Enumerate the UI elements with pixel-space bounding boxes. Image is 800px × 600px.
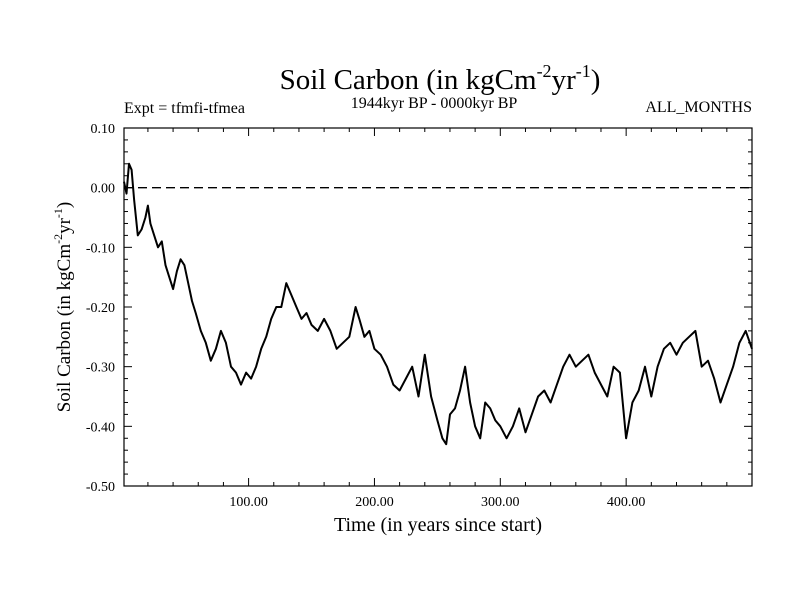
title-sup-1: -2 <box>537 61 552 81</box>
series-line-0 <box>123 162 753 446</box>
subtitle: 1944kyr BP - 0000kyr BP <box>351 95 518 112</box>
svg-text:Soil Carbon (in kgCm-2yr-1): Soil Carbon (in kgCm-2yr-1) <box>280 61 601 96</box>
period-label: ALL_MONTHS <box>645 99 752 116</box>
x-axis-label: Time (in years since start) <box>334 514 542 536</box>
ylabel-sup-2: -1 <box>51 208 65 218</box>
y-tick-labels: -0.50 -0.40 -0.30 -0.20 -0.10 0.00 0.10 <box>86 122 115 495</box>
y-tick-label-0: -0.50 <box>86 480 115 495</box>
x-tick-label-2: 300.00 <box>481 495 520 510</box>
title-mid: yr <box>552 64 577 96</box>
axis-ticks <box>124 127 752 487</box>
title-end: ) <box>591 64 601 96</box>
svg-text:Soil Carbon (in kgCm-2yr-1): Soil Carbon (in kgCm-2yr-1) <box>51 202 75 413</box>
ylabel-mid: yr <box>54 217 75 234</box>
y-tick-label-2: -0.30 <box>86 361 115 376</box>
x-tick-label-0: 100.00 <box>229 495 268 510</box>
x-tick-labels: 100.00 200.00 300.00 400.00 <box>229 495 645 510</box>
x-tick-label-1: 200.00 <box>355 495 394 510</box>
x-tick-label-3: 400.00 <box>607 495 646 510</box>
title-sup-2: -1 <box>576 61 591 81</box>
y-tick-label-6: 0.10 <box>91 122 116 137</box>
chart-title: Soil Carbon (in kgCm-2yr-1) <box>280 61 601 96</box>
series-layer <box>123 162 753 446</box>
y-tick-label-5: 0.00 <box>91 182 116 197</box>
plot-frame <box>123 127 753 487</box>
y-tick-label-4: -0.10 <box>86 241 115 256</box>
experiment-label: Expt = tfmfi-tfmea <box>124 100 245 117</box>
y-axis-label: Soil Carbon (in kgCm-2yr-1) <box>51 202 75 413</box>
title-main: Soil Carbon (in kgCm <box>280 64 537 96</box>
ylabel-main: Soil Carbon (in kgCm <box>54 244 75 413</box>
ylabel-end: ) <box>54 202 75 208</box>
y-tick-label-1: -0.40 <box>86 420 115 435</box>
y-tick-label-3: -0.20 <box>86 301 115 316</box>
ylabel-sup-1: -2 <box>51 234 65 244</box>
